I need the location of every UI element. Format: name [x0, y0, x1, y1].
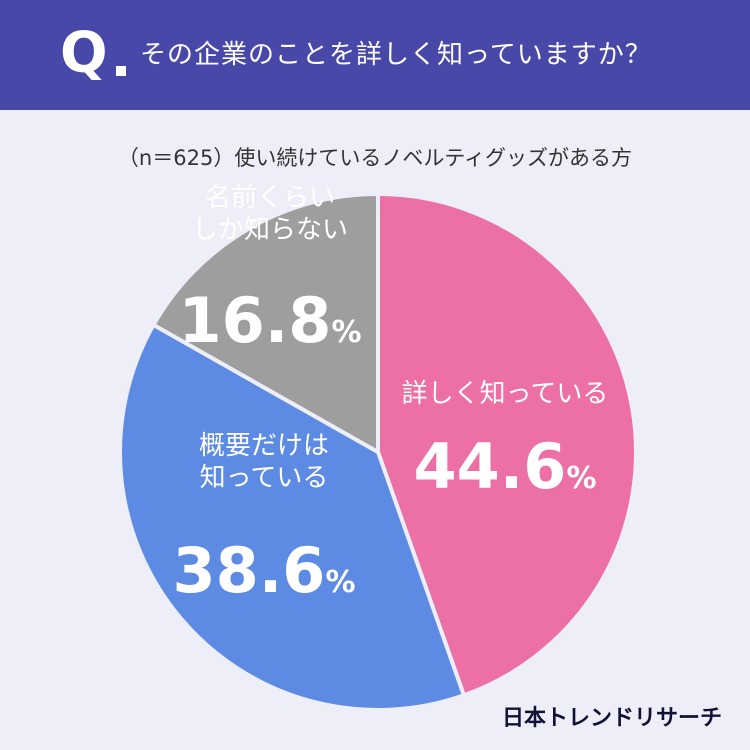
slice-label: 詳しく知っている [402, 379, 609, 409]
slice-value-label: 44.6% [413, 430, 596, 503]
brand-logo: 日本トレンドリサーチ [501, 706, 722, 731]
chart-subtitle: （n＝625）使い続けているノベルティグッズがある方 [117, 146, 633, 170]
slice-value-label: 16.8% [178, 284, 361, 357]
q-dot [116, 66, 126, 76]
q-mark: Q [60, 21, 108, 86]
slice-value-label: 38.6% [172, 534, 355, 607]
question-header: Q その企業のことを詳しく知っていますか？ [0, 0, 750, 110]
pie-slice [376, 192, 638, 698]
slice-label: 名前くらいしか知らない [192, 183, 348, 245]
pie-slice [118, 322, 466, 712]
slice-label: 概要だけは知っている [199, 431, 329, 493]
pie-slice [151, 192, 380, 454]
question-text: その企業のことを詳しく知っていますか？ [140, 40, 652, 70]
